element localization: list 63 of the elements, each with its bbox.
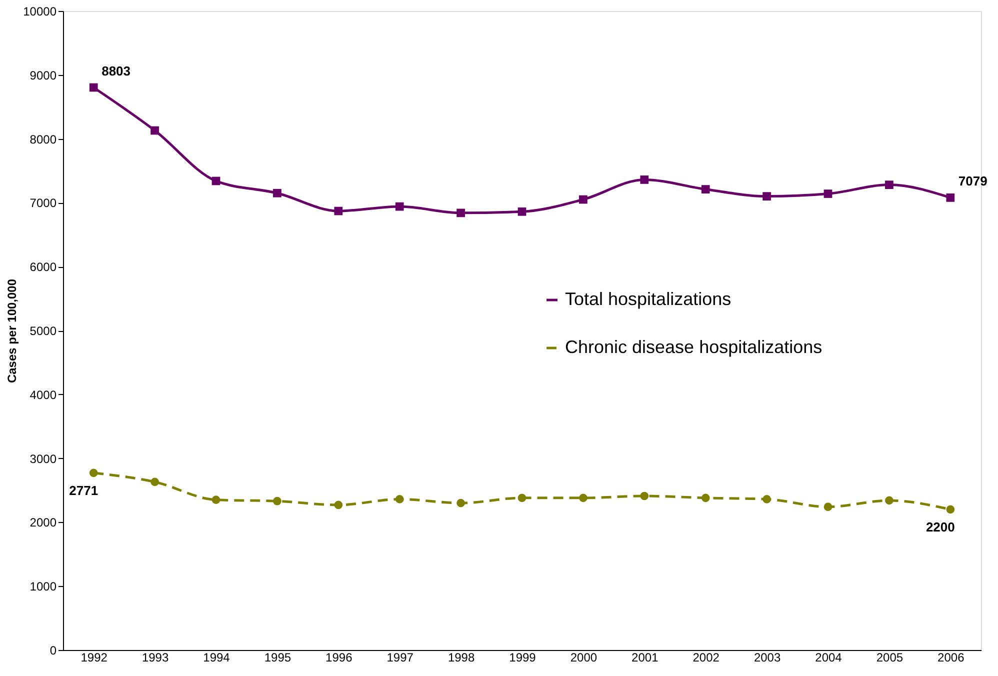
point <box>640 492 649 500</box>
x-tick-label: 2004 <box>815 650 842 664</box>
x-tick-label: 2000 <box>570 650 598 664</box>
point <box>701 185 710 194</box>
point <box>395 495 404 504</box>
point <box>273 188 282 198</box>
point <box>885 496 894 505</box>
data-label: 8803 <box>102 63 131 78</box>
point <box>518 207 526 216</box>
point <box>89 468 98 478</box>
y-tick-label: 4000 <box>30 388 57 402</box>
x-tick-label: 2005 <box>876 650 904 664</box>
point <box>946 193 955 202</box>
y-tick-label: 5000 <box>30 324 57 338</box>
y-tick-label: 9000 <box>30 68 57 82</box>
data-label: 2200 <box>926 519 955 534</box>
point <box>212 496 220 504</box>
y-axis-title: Cases per 100,000 <box>5 278 20 384</box>
point <box>456 498 465 508</box>
x-tick-label: 2002 <box>692 650 720 664</box>
point <box>89 83 98 92</box>
data-label: 2771 <box>69 482 98 498</box>
point <box>640 176 649 184</box>
y-tick-label: 3000 <box>30 452 57 466</box>
x-tick-label: 2006 <box>938 650 965 664</box>
point <box>150 478 159 486</box>
y-tick-label: 0 <box>50 644 57 658</box>
legend-label: Total hospitalizations <box>565 289 732 309</box>
point <box>824 502 832 512</box>
point <box>824 190 832 198</box>
y-tick-label: 7000 <box>30 196 57 210</box>
point <box>150 126 159 135</box>
point <box>885 180 894 189</box>
point <box>518 494 526 502</box>
x-tick-label: 2003 <box>754 650 781 664</box>
point <box>212 176 220 186</box>
point <box>701 494 710 502</box>
y-tick-label: 8000 <box>30 132 57 146</box>
y-tick-label: 6000 <box>30 260 57 274</box>
x-tick-label: 1995 <box>264 650 292 664</box>
data-label: 7079 <box>958 174 988 189</box>
x-tick-label: 1997 <box>386 650 414 664</box>
y-tick-label: 2000 <box>30 516 57 530</box>
x-tick-label: 1998 <box>448 650 475 664</box>
x-tick-label: 1992 <box>80 650 108 664</box>
point <box>273 496 282 506</box>
x-tick-label: 1996 <box>326 650 353 664</box>
point <box>579 195 588 204</box>
x-tick-label: 1994 <box>203 650 230 664</box>
point <box>579 494 588 502</box>
point <box>395 202 404 211</box>
y-tick-label: 10000 <box>23 4 57 18</box>
point <box>334 500 343 510</box>
x-tick-label: 1999 <box>509 650 536 664</box>
point <box>762 192 771 200</box>
point <box>762 495 771 504</box>
x-tick-label: 1993 <box>142 650 169 664</box>
point <box>334 206 343 216</box>
y-tick-label: 1000 <box>30 580 57 594</box>
x-tick-label: 2001 <box>632 650 659 664</box>
legend-label: Chronic disease hospitalizations <box>565 337 822 357</box>
point <box>946 505 955 514</box>
point <box>456 208 465 218</box>
